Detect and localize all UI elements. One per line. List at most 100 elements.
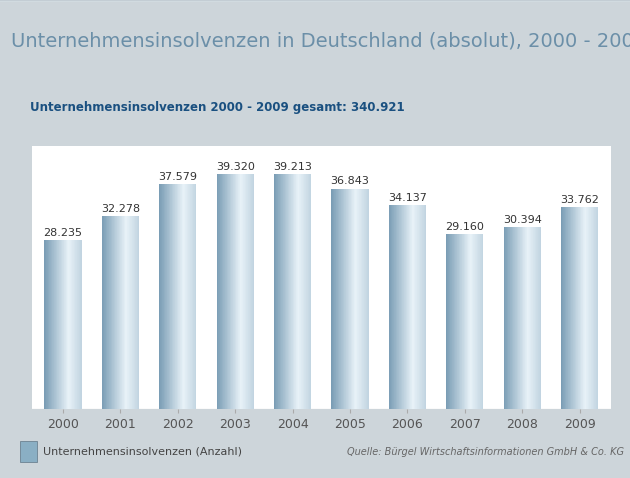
Bar xyxy=(0,0,630,1)
Bar xyxy=(0,0,630,1)
Bar xyxy=(0,0,630,1)
Bar xyxy=(0,0,630,1)
Bar xyxy=(0,0,630,1)
Bar xyxy=(0,0,630,1)
Bar xyxy=(0,0,630,1)
Bar xyxy=(0,0,630,1)
Text: 32.278: 32.278 xyxy=(101,204,140,214)
Bar xyxy=(0,0,630,1)
Bar xyxy=(0,0,630,1)
Bar xyxy=(0,0,630,1)
Bar xyxy=(0,0,630,1)
Bar xyxy=(0,0,630,1)
Bar xyxy=(0,0,630,1)
Bar xyxy=(0,0,630,1)
Bar xyxy=(20,441,37,463)
Bar xyxy=(0,0,630,1)
Bar xyxy=(0,0,630,1)
Bar xyxy=(0,0,630,1)
Bar xyxy=(0,0,630,1)
Bar xyxy=(0,0,630,1)
Bar xyxy=(0,0,630,1)
Bar xyxy=(0,0,630,1)
Bar xyxy=(0,0,630,1)
Bar xyxy=(0,0,630,1)
Bar xyxy=(0,0,630,1)
Bar xyxy=(0,0,630,1)
Bar xyxy=(0,0,630,1)
Bar xyxy=(0,0,630,1)
Bar xyxy=(0,0,630,1)
Bar xyxy=(0,0,630,1)
Bar xyxy=(0,0,630,1)
Bar xyxy=(0,0,630,1)
Bar xyxy=(0,0,630,1)
Bar xyxy=(0,0,630,1)
Text: Quelle: Bürgel Wirtschaftsinformationen GmbH & Co. KG: Quelle: Bürgel Wirtschaftsinformationen … xyxy=(346,447,624,456)
Bar xyxy=(0,0,630,1)
Bar xyxy=(0,0,630,1)
Text: 37.579: 37.579 xyxy=(158,172,197,182)
Text: Unternehmensinsolvenzen (Anzahl): Unternehmensinsolvenzen (Anzahl) xyxy=(43,447,243,456)
Bar xyxy=(0,0,630,1)
Bar xyxy=(0,0,630,1)
Bar xyxy=(0,0,630,1)
Bar xyxy=(0,0,630,1)
Bar xyxy=(0,0,630,1)
Bar xyxy=(0,0,630,1)
Text: Unternehmensinsolvenzen in Deutschland (absolut), 2000 - 2009: Unternehmensinsolvenzen in Deutschland (… xyxy=(11,31,630,50)
Bar xyxy=(0,0,630,1)
Bar xyxy=(0,0,630,1)
Text: 34.137: 34.137 xyxy=(388,193,427,203)
Bar xyxy=(0,0,630,1)
Bar xyxy=(0,0,630,1)
Bar xyxy=(0,0,630,1)
Bar xyxy=(0,0,630,1)
Bar xyxy=(0,0,630,1)
Text: 39.213: 39.213 xyxy=(273,163,312,172)
Bar xyxy=(0,0,630,1)
Bar xyxy=(0,0,630,1)
Bar xyxy=(0,0,630,1)
Bar xyxy=(0,0,630,1)
Bar xyxy=(0,0,630,1)
Bar xyxy=(0,0,630,1)
Bar xyxy=(0,0,630,1)
Bar xyxy=(0,0,630,1)
Text: 39.320: 39.320 xyxy=(216,162,255,172)
Bar xyxy=(0,0,630,1)
Text: 30.394: 30.394 xyxy=(503,215,542,225)
Bar xyxy=(0,0,630,1)
Bar xyxy=(0,0,630,1)
Bar xyxy=(0,0,630,1)
Bar xyxy=(0,0,630,1)
Bar xyxy=(0,0,630,1)
Text: 28.235: 28.235 xyxy=(43,228,83,238)
Bar xyxy=(0,0,630,1)
Bar xyxy=(0,0,630,1)
Text: Unternehmensinsolvenzen 2000 - 2009 gesamt: 340.921: Unternehmensinsolvenzen 2000 - 2009 gesa… xyxy=(30,101,404,114)
Bar xyxy=(0,0,630,1)
Bar xyxy=(0,0,630,1)
Bar xyxy=(0,0,630,1)
Bar xyxy=(0,0,630,1)
Bar xyxy=(0,0,630,1)
Text: 36.843: 36.843 xyxy=(331,176,369,186)
Bar xyxy=(0,0,630,1)
Bar xyxy=(0,0,630,1)
Text: 33.762: 33.762 xyxy=(560,195,599,205)
Bar xyxy=(0,0,630,1)
Bar xyxy=(0,0,630,1)
Bar xyxy=(0,0,630,1)
Bar xyxy=(0,0,630,1)
Bar xyxy=(0,0,630,1)
Bar xyxy=(0,0,630,1)
Bar xyxy=(0,0,630,1)
Bar xyxy=(0,0,630,1)
Bar xyxy=(0,0,630,1)
Bar xyxy=(0,0,630,1)
Text: 29.160: 29.160 xyxy=(445,222,484,232)
Bar xyxy=(0,0,630,1)
Bar xyxy=(0,0,630,1)
Bar xyxy=(0,0,630,1)
